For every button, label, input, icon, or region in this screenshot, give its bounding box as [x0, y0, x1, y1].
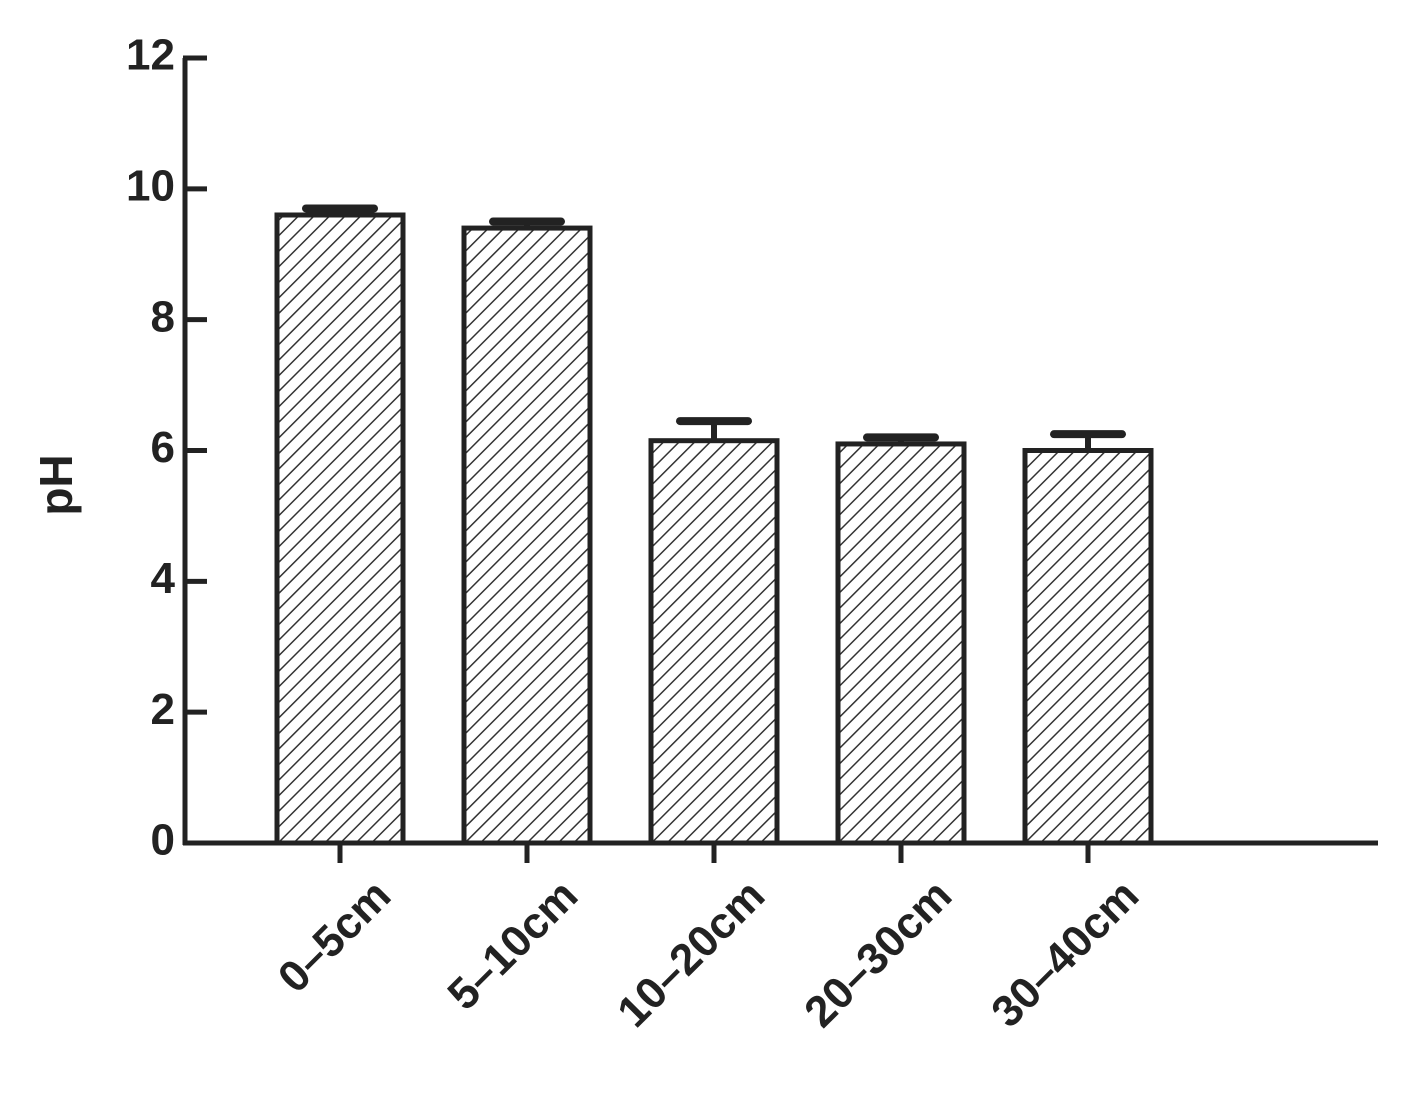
x-tick-label: 10–20cm: [608, 871, 774, 1037]
y-tick-label: 12: [126, 31, 175, 80]
y-tick-label: 8: [151, 292, 175, 341]
y-tick-label: 2: [151, 685, 175, 734]
x-tick-label: 5–10cm: [438, 871, 587, 1020]
x-tick-label: 0–5cm: [269, 871, 401, 1003]
y-tick-label: 10: [126, 161, 175, 210]
x-tick-label: 20–30cm: [795, 871, 961, 1037]
x-tick-label: 30–40cm: [982, 871, 1148, 1037]
bar: [1022, 448, 1154, 846]
y-axis-label: pH: [30, 454, 82, 515]
y-tick-label: 6: [151, 423, 175, 472]
bar: [461, 225, 593, 846]
y-tick-label: 0: [151, 816, 175, 865]
bar: [274, 212, 406, 846]
bar: [648, 438, 780, 846]
bar: [835, 441, 967, 846]
y-tick-label: 4: [151, 554, 176, 603]
